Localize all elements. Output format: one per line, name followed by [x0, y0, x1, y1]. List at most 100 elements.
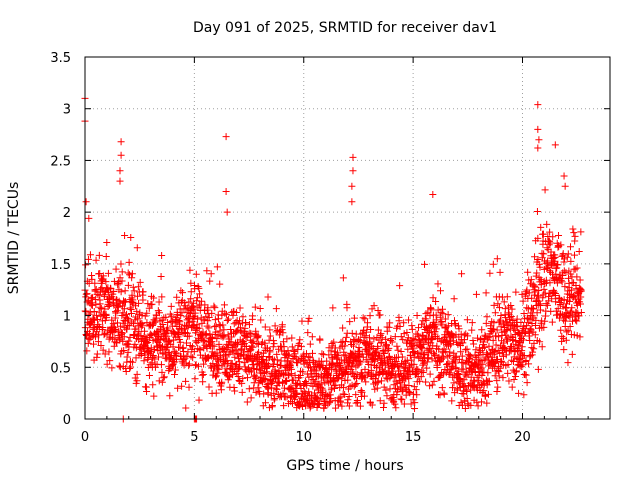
data-point — [251, 303, 259, 311]
data-point — [357, 330, 365, 338]
data-point — [474, 402, 482, 410]
data-point — [101, 291, 109, 299]
data-point — [265, 361, 273, 369]
data-point — [356, 402, 364, 410]
data-point — [533, 269, 541, 277]
data-point — [457, 398, 465, 406]
data-point — [410, 360, 418, 368]
data-point — [219, 333, 227, 341]
data-point — [171, 371, 179, 379]
data-point — [519, 361, 527, 369]
data-point — [418, 367, 426, 375]
data-point — [472, 290, 480, 298]
data-point — [278, 321, 286, 329]
data-point — [410, 341, 418, 349]
data-point — [220, 301, 228, 309]
data-point — [534, 125, 542, 133]
data-point — [544, 257, 552, 265]
data-point — [290, 353, 298, 361]
data-point — [173, 311, 181, 319]
data-point — [240, 348, 248, 356]
data-point — [120, 305, 128, 313]
data-point — [374, 344, 382, 352]
data-point — [222, 187, 230, 195]
data-point — [484, 369, 492, 377]
data-point — [538, 343, 546, 351]
data-point — [512, 288, 520, 296]
data-point — [513, 322, 521, 330]
data-point — [422, 378, 430, 386]
data-point — [279, 329, 287, 337]
data-point — [288, 343, 296, 351]
data-point — [259, 355, 267, 363]
data-point — [177, 312, 185, 320]
data-point — [361, 315, 369, 323]
data-point — [215, 357, 223, 365]
data-point — [469, 336, 477, 344]
data-point — [561, 283, 569, 291]
data-point — [561, 182, 569, 190]
data-point — [419, 369, 427, 377]
data-point — [397, 333, 405, 341]
data-point — [232, 309, 240, 317]
data-point — [142, 339, 150, 347]
data-point — [133, 370, 141, 378]
data-point — [216, 280, 224, 288]
data-point — [123, 353, 131, 361]
data-point — [438, 384, 446, 392]
data-point — [129, 320, 137, 328]
data-point — [88, 301, 96, 309]
data-point — [528, 344, 536, 352]
data-point — [288, 334, 296, 342]
data-point — [437, 308, 445, 316]
data-point — [129, 283, 137, 291]
data-point — [541, 186, 549, 194]
data-point — [446, 348, 454, 356]
data-point — [144, 300, 152, 308]
data-point — [120, 347, 128, 355]
data-point — [287, 383, 295, 391]
data-point — [436, 391, 444, 399]
data-point — [257, 316, 265, 324]
data-point — [464, 332, 472, 340]
data-point — [362, 328, 370, 336]
data-point — [121, 231, 129, 239]
data-point — [518, 290, 526, 298]
data-point — [354, 398, 362, 406]
data-point — [568, 350, 576, 358]
data-point — [313, 395, 321, 403]
data-point — [231, 353, 239, 361]
data-point — [128, 274, 136, 282]
data-point — [127, 310, 135, 318]
data-point — [411, 405, 419, 413]
data-point — [510, 375, 518, 383]
data-point — [149, 320, 157, 328]
data-point — [348, 182, 356, 190]
data-point — [552, 298, 560, 306]
data-point — [480, 368, 488, 376]
data-point — [211, 316, 219, 324]
data-point — [570, 251, 578, 259]
data-point — [283, 393, 291, 401]
data-point — [374, 326, 382, 334]
data-point — [119, 309, 127, 317]
data-point — [534, 101, 542, 109]
data-point — [178, 357, 186, 365]
data-point — [496, 304, 504, 312]
data-point — [455, 325, 463, 333]
data-point — [101, 350, 109, 358]
data-point — [565, 274, 573, 282]
data-point — [283, 335, 291, 343]
data-point — [576, 300, 584, 308]
data-point — [570, 229, 578, 237]
data-point — [175, 317, 183, 325]
data-point — [375, 351, 383, 359]
data-point — [436, 287, 444, 295]
data-point — [474, 334, 482, 342]
data-point — [292, 391, 300, 399]
data-point — [378, 334, 386, 342]
data-point — [396, 282, 404, 290]
data-point — [458, 270, 466, 278]
data-point — [334, 352, 342, 360]
data-point — [138, 321, 146, 329]
